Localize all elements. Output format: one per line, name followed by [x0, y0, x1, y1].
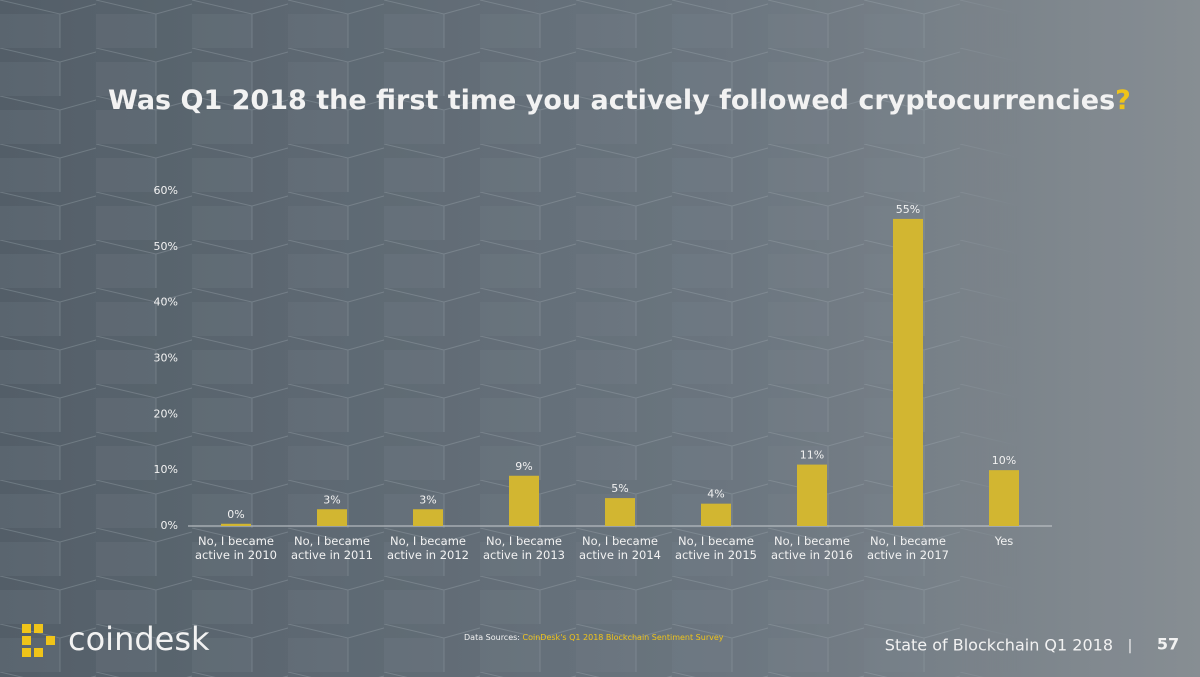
- bar: [413, 509, 443, 526]
- data-label: 0%: [227, 508, 244, 521]
- data-label: 5%: [611, 482, 628, 495]
- bar: [509, 475, 539, 526]
- title-mark: ?: [1115, 85, 1131, 116]
- x-tick-label: No, I became active in 2014: [578, 534, 662, 562]
- report-name: State of Blockchain Q1 2018: [885, 636, 1113, 655]
- source-text: CoinDesk's Q1 2018 Blockchain Sentiment …: [523, 633, 724, 642]
- data-label: 3%: [419, 493, 436, 506]
- y-tick-label: 30%: [154, 352, 178, 365]
- x-tick-label: No, I became active in 2017: [866, 534, 950, 562]
- y-tick-label: 10%: [154, 463, 178, 476]
- source-label: Data Sources:: [464, 633, 520, 642]
- data-label: 4%: [707, 488, 724, 501]
- page-number: 57: [1157, 635, 1179, 654]
- x-tick-label: No, I became active in 2012: [386, 534, 470, 562]
- bar: [989, 470, 1019, 526]
- bar: [605, 498, 635, 526]
- chart-title: Was Q1 2018 the first time you actively …: [108, 85, 1131, 116]
- data-label: 3%: [323, 493, 340, 506]
- bar: [893, 218, 923, 526]
- logo-text: coindesk: [68, 620, 210, 658]
- logo-icon: [22, 624, 55, 657]
- y-tick-label: 20%: [154, 407, 178, 420]
- title-text: Was Q1 2018 the first time you actively …: [108, 85, 1115, 116]
- bar: [797, 464, 827, 526]
- bar: [701, 503, 731, 526]
- x-tick-label: No, I became active in 2013: [482, 534, 566, 562]
- y-tick-label: 60%: [154, 184, 178, 197]
- x-tick-label: No, I became active in 2015: [674, 534, 758, 562]
- bar: [221, 523, 251, 526]
- source: Data Sources: CoinDesk's Q1 2018 Blockch…: [464, 633, 724, 642]
- y-tick-label: 50%: [154, 240, 178, 253]
- data-label: 9%: [515, 460, 532, 473]
- x-tick-label: No, I became active in 2010: [194, 534, 278, 562]
- data-label: 55%: [896, 203, 920, 216]
- data-label: 11%: [800, 449, 824, 462]
- y-tick-label: 0%: [161, 519, 178, 532]
- x-tick-label: No, I became active in 2016: [770, 534, 854, 562]
- data-label: 10%: [992, 454, 1016, 467]
- bar: [317, 509, 347, 526]
- separator: |: [1128, 638, 1133, 654]
- x-tick-label: Yes: [994, 534, 1014, 548]
- y-tick-label: 40%: [154, 296, 178, 309]
- x-tick-label: No, I became active in 2011: [290, 534, 374, 562]
